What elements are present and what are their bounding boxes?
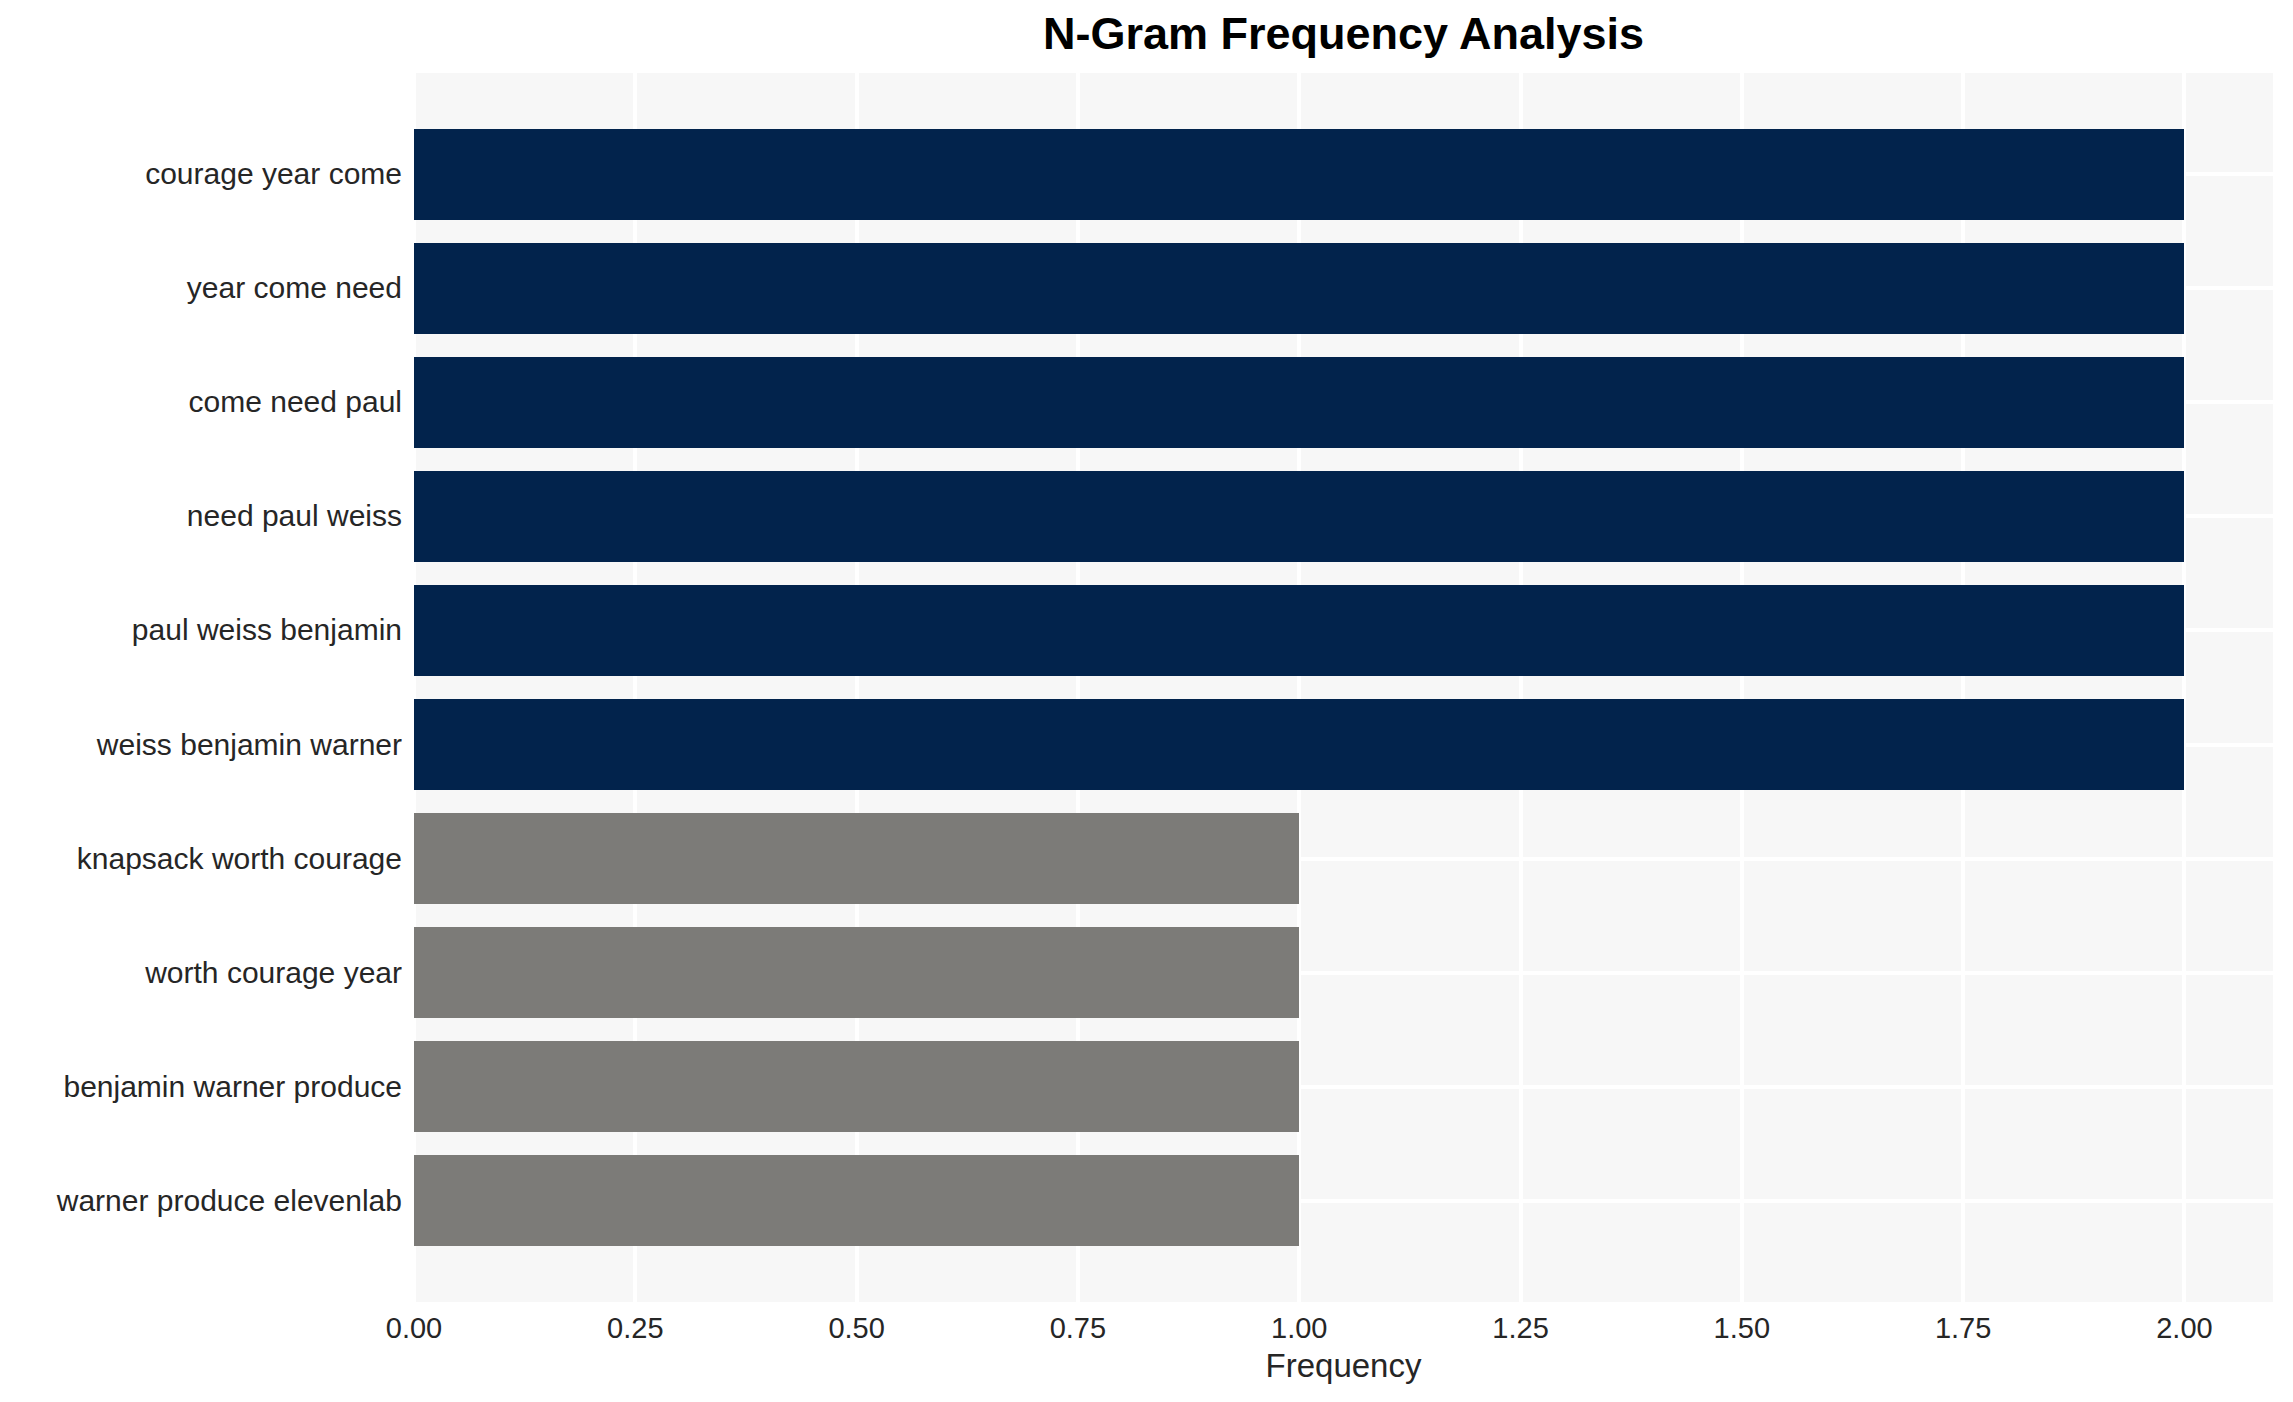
category-label: benjamin warner produce: [0, 1072, 402, 1102]
bar: [414, 471, 2184, 562]
bar: [414, 129, 2184, 220]
plot-area: [414, 73, 2273, 1302]
x-tick-label: 0.25: [565, 1312, 705, 1345]
bar: [414, 927, 1299, 1018]
bar: [414, 357, 2184, 448]
category-label: warner produce elevenlab: [0, 1186, 402, 1216]
figure: N-Gram Frequency Analysis courage year c…: [0, 0, 2293, 1402]
category-label: year come need: [0, 273, 402, 303]
bar: [414, 1041, 1299, 1132]
category-label: need paul weiss: [0, 501, 402, 531]
x-tick-label: 1.75: [1893, 1312, 2033, 1345]
chart-title: N-Gram Frequency Analysis: [414, 8, 2273, 60]
bar: [414, 699, 2184, 790]
x-tick-label: 1.50: [1672, 1312, 1812, 1345]
x-tick-label: 1.25: [1451, 1312, 1591, 1345]
category-label: weiss benjamin warner: [0, 730, 402, 760]
x-tick-label: 0.75: [1008, 1312, 1148, 1345]
category-label: come need paul: [0, 387, 402, 417]
x-tick-label: 2.00: [2114, 1312, 2254, 1345]
bar: [414, 243, 2184, 334]
x-tick-label: 1.00: [1229, 1312, 1369, 1345]
y-axis-labels: courage year come year come need come need…: [0, 73, 402, 1302]
bar: [414, 585, 2184, 676]
category-label: worth courage year: [0, 958, 402, 988]
x-tick-label: 0.00: [344, 1312, 484, 1345]
x-axis-title: Frequency: [414, 1347, 2273, 1385]
x-tick-label: 0.50: [787, 1312, 927, 1345]
bar: [414, 813, 1299, 904]
category-label: paul weiss benjamin: [0, 615, 402, 645]
category-label: courage year come: [0, 159, 402, 189]
category-label: knapsack worth courage: [0, 844, 402, 874]
bar: [414, 1155, 1299, 1246]
